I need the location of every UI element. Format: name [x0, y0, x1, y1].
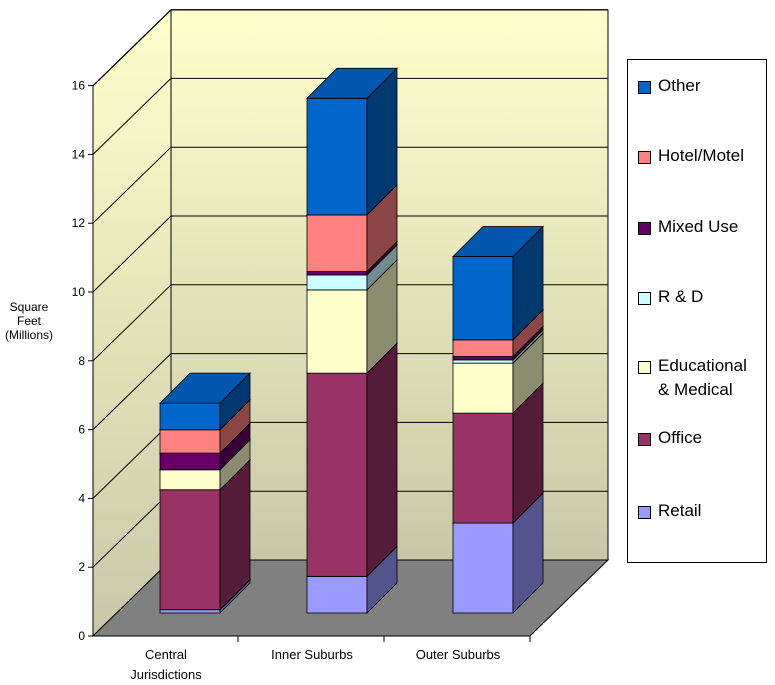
y-axis: 0 2 4 6 8 10 12 14 16 — [72, 79, 531, 643]
bar-top — [306, 67, 398, 99]
bar-front — [306, 372, 368, 577]
y-tick-label: 0 — [78, 629, 85, 643]
bar-segment-inner-suburbs-other — [306, 67, 398, 216]
bar-front — [306, 271, 368, 276]
bar-front — [452, 522, 514, 614]
legend-item: Mixed Use — [638, 217, 739, 239]
gridline-side — [92, 215, 172, 293]
x-tick-label: Central Jurisdictions — [130, 647, 202, 682]
bar-segment-inner-suburbs-office — [306, 342, 398, 578]
legend-swatch — [638, 222, 651, 235]
bar-front — [159, 609, 221, 614]
bar-front — [452, 362, 514, 414]
legend-swatch — [638, 361, 651, 374]
legend-swatch — [638, 506, 651, 519]
bar-segment-outer-suburbs-other — [452, 225, 544, 341]
legend-label: Retail — [658, 501, 702, 520]
bar-front — [306, 575, 368, 614]
x-tick-label: Outer Suburbs — [415, 647, 501, 662]
bar-side — [366, 342, 398, 578]
legend-label: Hotel/Motel — [658, 146, 744, 165]
bar-front — [452, 339, 514, 357]
y-tick-label: 10 — [72, 285, 86, 299]
legend-item: Office — [638, 428, 703, 450]
bar-front — [159, 429, 221, 454]
x-tick-label: Inner Suburbs — [271, 647, 353, 662]
y-tick-label: 4 — [78, 491, 85, 505]
bar-front — [159, 402, 221, 431]
legend-swatch — [638, 151, 651, 164]
legend-item: Educational & Medical — [638, 356, 747, 402]
bar-front — [306, 214, 368, 272]
bar-front — [306, 289, 368, 374]
gridline-side — [92, 422, 172, 499]
y-axis-label-line1: Square Feet — [9, 300, 49, 328]
legend-item: R & D — [638, 287, 704, 309]
bar-front — [452, 356, 514, 361]
legend: Other Hotel/Motel Mixed Use R & D Educationa… — [627, 59, 767, 563]
bar-front — [452, 256, 514, 341]
legend-label: R & D — [658, 287, 704, 306]
legend-label: Educational & Medical — [658, 356, 747, 399]
bar-front — [159, 469, 221, 491]
bar-top — [452, 226, 544, 257]
legend-swatch — [638, 292, 651, 305]
legend-label: Mixed Use — [658, 217, 739, 236]
gridline-side — [92, 490, 172, 568]
y-tick-label: 6 — [78, 423, 85, 437]
y-tick-label: 12 — [72, 216, 86, 230]
y-axis-label: Square Feet (Millions) — [4, 300, 54, 342]
legend-swatch — [638, 81, 651, 94]
bar-front — [452, 412, 514, 524]
bar-segment-central-jurisdictions-other — [159, 372, 251, 431]
gridline-side — [92, 353, 172, 430]
gridline-side — [92, 146, 172, 224]
y-tick-label: 8 — [78, 354, 85, 368]
legend-swatch — [638, 433, 651, 446]
bar-front — [452, 359, 514, 364]
bars — [159, 67, 544, 614]
legend-item: Retail — [638, 501, 702, 523]
legend-label: Other — [658, 76, 701, 95]
legend-item: Hotel/Motel — [638, 146, 744, 168]
legend-item: Other — [638, 76, 701, 98]
gridline-side — [92, 284, 172, 362]
legend-label: Office — [658, 428, 703, 447]
gridline-side — [92, 78, 172, 155]
y-tick-label: 16 — [72, 79, 86, 93]
gridline-side — [92, 9, 172, 86]
bar-front — [159, 489, 221, 611]
y-tick-label: 2 — [78, 560, 85, 574]
bar-top — [159, 372, 251, 404]
bar-front — [159, 452, 221, 471]
y-tick-label: 14 — [72, 147, 86, 161]
bar-front — [306, 274, 368, 291]
y-axis-label-line2: (Millions) — [5, 328, 53, 342]
bar-front — [306, 97, 368, 216]
